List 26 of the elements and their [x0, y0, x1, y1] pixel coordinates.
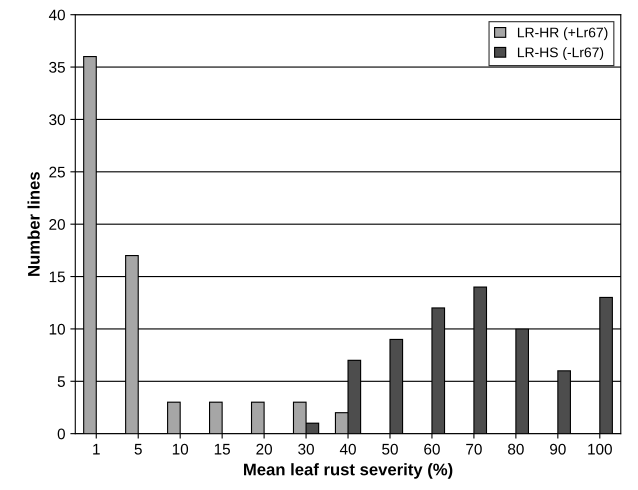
y-tick-label: 15: [50, 272, 65, 282]
y-tick-label: 25: [49, 166, 65, 178]
legend-label: LR-HR (+Lr67): [518, 27, 608, 40]
y-tick-label: 10: [50, 324, 65, 335]
y-tick-label: 20: [49, 219, 65, 230]
x-tick-label: 30: [298, 444, 314, 455]
y-tick-label: 35: [49, 62, 65, 73]
x-tick-label: 100: [588, 444, 612, 455]
x-tick-label: 40: [340, 444, 356, 455]
x-tick-label: 50: [382, 444, 398, 455]
x-tick-label: 90: [550, 444, 566, 455]
x-tick-label: 5: [134, 444, 142, 455]
x-tick-label: 10: [172, 444, 188, 455]
y-tick-label: 40: [48, 10, 65, 20]
x-axis-title: Mean leaf rust severity (%): [244, 463, 452, 479]
x-tick-label: 70: [466, 444, 482, 455]
x-tick-label: 60: [424, 444, 440, 455]
x-tick-label: 20: [256, 444, 272, 455]
x-tick-label: 1: [93, 444, 100, 454]
x-tick-label: 80: [508, 444, 524, 455]
y-tick-label: 30: [49, 114, 65, 126]
legend-label: LR-HS (-Lr67): [518, 47, 604, 60]
y-tick-label: 0: [58, 428, 65, 440]
y-tick-label: 5: [58, 376, 65, 387]
x-tick-label: 15: [214, 444, 230, 455]
y-axis-title: Number lines: [27, 172, 40, 276]
